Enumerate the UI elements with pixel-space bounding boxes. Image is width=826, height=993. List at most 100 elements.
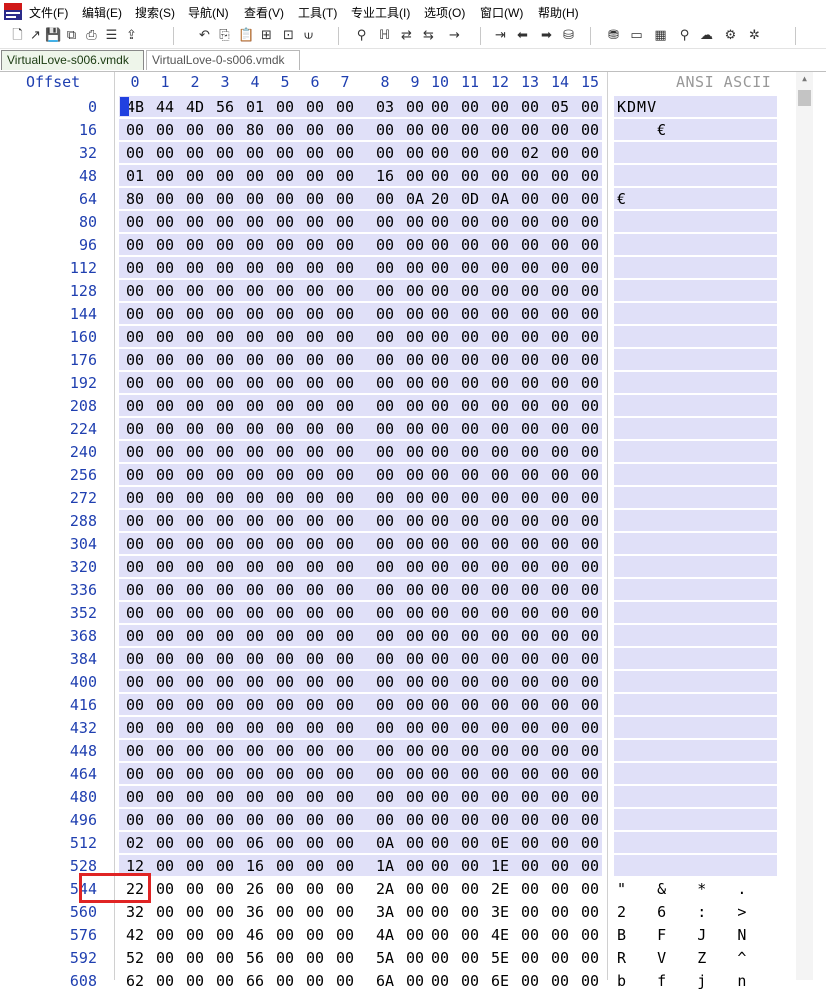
hex-byte[interactable]: 00 xyxy=(215,305,235,323)
hex-byte[interactable]: 12 xyxy=(125,857,145,875)
hex-byte[interactable]: 16 xyxy=(245,857,265,875)
hex-byte[interactable]: 00 xyxy=(155,420,175,438)
hex-byte[interactable]: 00 xyxy=(550,282,570,300)
hex-byte[interactable]: 0A xyxy=(490,190,510,208)
hex-byte[interactable]: 00 xyxy=(430,926,450,944)
hex-byte[interactable]: 00 xyxy=(335,719,355,737)
hex-byte[interactable]: 00 xyxy=(580,742,600,760)
hex-byte[interactable]: 01 xyxy=(245,98,265,116)
hex-byte[interactable]: 46 xyxy=(245,926,265,944)
hex-byte[interactable]: 00 xyxy=(275,834,295,852)
save-all-icon[interactable]: ⧉ xyxy=(66,28,77,43)
hex-byte[interactable]: 00 xyxy=(580,834,600,852)
hex-byte[interactable]: 00 xyxy=(375,466,395,484)
hex-byte[interactable]: 00 xyxy=(580,328,600,346)
hex-byte[interactable]: 00 xyxy=(245,512,265,530)
hex-byte[interactable]: 00 xyxy=(375,489,395,507)
hex-byte[interactable]: 00 xyxy=(375,190,395,208)
hex-byte[interactable]: 00 xyxy=(490,489,510,507)
hex-byte[interactable]: 00 xyxy=(520,926,540,944)
hex-byte[interactable]: 00 xyxy=(155,213,175,231)
hex-byte[interactable]: 00 xyxy=(490,351,510,369)
hex-byte[interactable]: 00 xyxy=(215,719,235,737)
goto-offset-icon[interactable]: → xyxy=(449,28,460,43)
hex-byte[interactable]: 44 xyxy=(155,98,175,116)
hex-byte[interactable]: 00 xyxy=(550,374,570,392)
hex-byte[interactable]: 00 xyxy=(155,765,175,783)
hex-byte[interactable]: 00 xyxy=(520,351,540,369)
hex-byte[interactable]: 00 xyxy=(460,788,480,806)
hex-byte[interactable]: 00 xyxy=(490,719,510,737)
hex-byte[interactable]: 00 xyxy=(335,144,355,162)
hex-byte[interactable]: 00 xyxy=(125,673,145,691)
hex-byte[interactable]: 00 xyxy=(405,857,425,875)
hex-byte[interactable]: 00 xyxy=(550,213,570,231)
ascii-text[interactable]: KDMV xyxy=(617,98,658,116)
hex-byte[interactable]: 00 xyxy=(335,604,355,622)
hex-byte[interactable]: 00 xyxy=(375,535,395,553)
hex-byte[interactable]: 00 xyxy=(520,167,540,185)
open-file-icon[interactable]: ↗ xyxy=(30,28,41,43)
hex-byte[interactable]: 00 xyxy=(185,282,205,300)
hex-byte[interactable]: 00 xyxy=(405,949,425,967)
hex-byte[interactable]: 00 xyxy=(275,420,295,438)
menu-item-1[interactable]: 编辑(E) xyxy=(82,6,122,20)
hex-byte[interactable]: 00 xyxy=(155,121,175,139)
hex-byte[interactable]: 00 xyxy=(490,259,510,277)
menu-item-2[interactable]: 搜索(S) xyxy=(135,6,175,20)
hex-byte[interactable]: 00 xyxy=(580,788,600,806)
hex-byte[interactable]: 20 xyxy=(430,190,450,208)
replace-hex-icon[interactable]: ⇆ xyxy=(423,28,434,43)
hex-byte[interactable]: 00 xyxy=(215,535,235,553)
hex-byte[interactable]: 00 xyxy=(215,926,235,944)
hex-byte[interactable]: 00 xyxy=(550,673,570,691)
hex-byte[interactable]: 00 xyxy=(185,489,205,507)
hex-byte[interactable]: 00 xyxy=(520,305,540,323)
hex-byte[interactable]: 00 xyxy=(155,857,175,875)
hex-byte[interactable]: 00 xyxy=(185,581,205,599)
hex-byte[interactable]: 00 xyxy=(245,351,265,369)
hex-byte[interactable]: 00 xyxy=(125,351,145,369)
hex-byte[interactable]: 00 xyxy=(245,259,265,277)
hex-byte[interactable]: 00 xyxy=(460,972,480,990)
hex-byte[interactable]: 36 xyxy=(245,903,265,921)
hex-byte[interactable]: 00 xyxy=(580,374,600,392)
hex-byte[interactable]: 00 xyxy=(490,213,510,231)
hex-byte[interactable]: 00 xyxy=(155,627,175,645)
hex-byte[interactable]: 00 xyxy=(125,328,145,346)
hex-byte[interactable]: 00 xyxy=(375,259,395,277)
hex-byte[interactable]: 00 xyxy=(550,926,570,944)
hex-byte[interactable]: 00 xyxy=(550,857,570,875)
hex-byte[interactable]: 00 xyxy=(125,282,145,300)
hex-byte[interactable]: 00 xyxy=(335,351,355,369)
ascii-text[interactable]: 2 6 : > xyxy=(617,903,748,921)
hex-byte[interactable]: 00 xyxy=(185,857,205,875)
hex-byte[interactable]: 00 xyxy=(550,397,570,415)
hex-byte[interactable]: 00 xyxy=(215,328,235,346)
goto-sector-icon[interactable]: ⇥ xyxy=(495,28,506,43)
hex-byte[interactable]: 00 xyxy=(580,604,600,622)
hex-byte[interactable]: 00 xyxy=(460,926,480,944)
hex-byte[interactable]: 00 xyxy=(375,144,395,162)
hex-byte[interactable]: 00 xyxy=(305,650,325,668)
hex-byte[interactable]: 00 xyxy=(185,259,205,277)
hex-byte[interactable]: 00 xyxy=(335,926,355,944)
hex-byte[interactable]: 00 xyxy=(430,98,450,116)
hex-byte[interactable]: 00 xyxy=(305,765,325,783)
hex-byte[interactable]: 00 xyxy=(185,512,205,530)
hex-byte[interactable]: 00 xyxy=(460,213,480,231)
hex-byte[interactable]: 00 xyxy=(430,719,450,737)
hex-byte[interactable]: 00 xyxy=(125,236,145,254)
hex-byte[interactable]: 00 xyxy=(185,673,205,691)
hex-byte[interactable]: 00 xyxy=(375,351,395,369)
hex-byte[interactable]: 00 xyxy=(375,696,395,714)
hex-byte[interactable]: 00 xyxy=(580,512,600,530)
hex-byte[interactable]: 00 xyxy=(275,949,295,967)
hex-byte[interactable]: 00 xyxy=(125,581,145,599)
hex-byte[interactable]: 00 xyxy=(215,489,235,507)
hex-byte[interactable]: 00 xyxy=(335,903,355,921)
forward-icon[interactable]: ➡ xyxy=(541,28,552,43)
hex-byte[interactable]: 00 xyxy=(460,811,480,829)
hex-byte[interactable]: 00 xyxy=(275,857,295,875)
hex-byte[interactable]: 00 xyxy=(490,535,510,553)
